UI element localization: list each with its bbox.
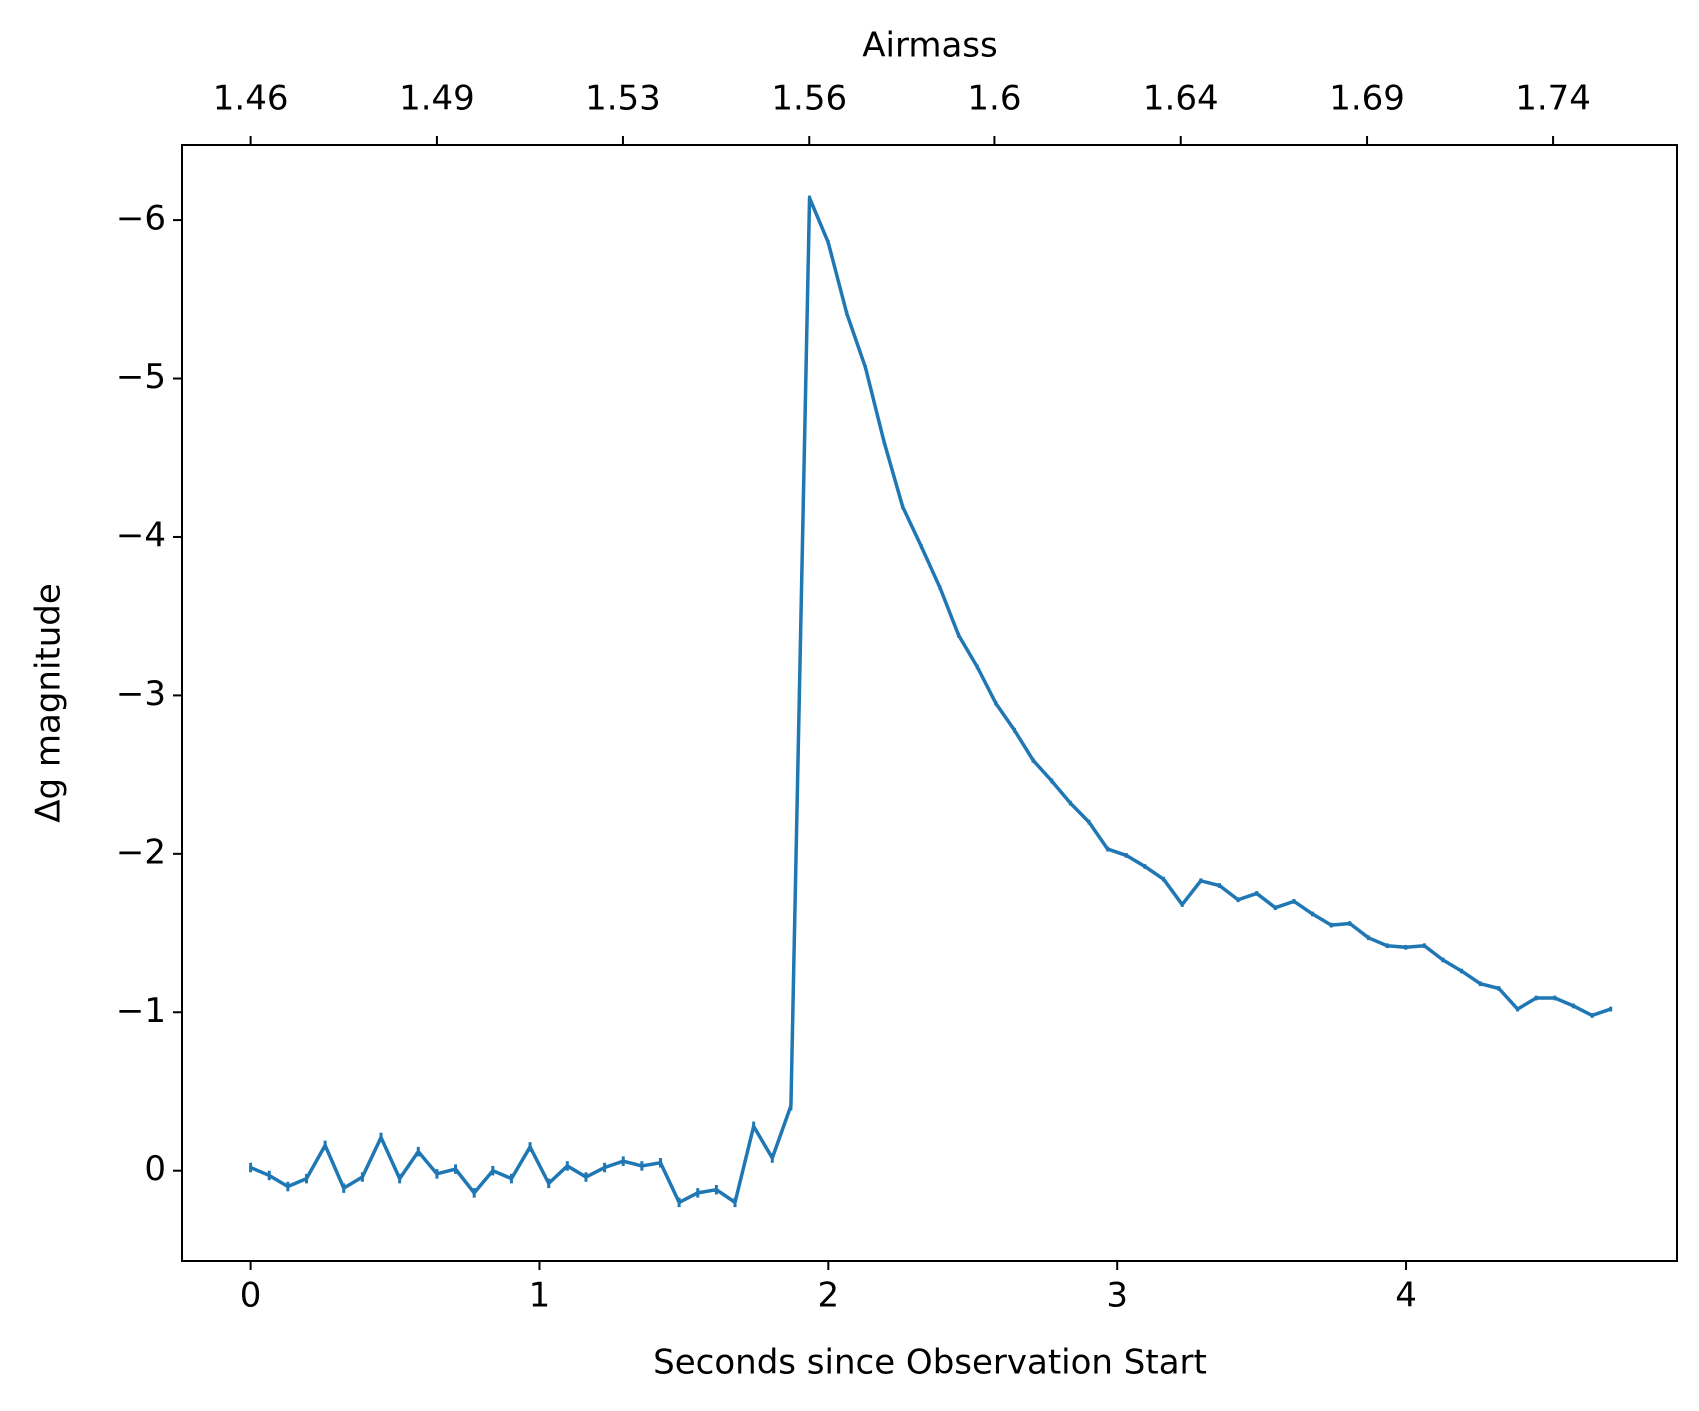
x-tick-label: 4 [1395,1276,1417,1316]
y-tick-label: −4 [116,515,166,555]
plot-frame [181,144,1678,1262]
y-axis-label: Δg magnitude [29,583,69,823]
x-axis-label: Seconds since Observation Start [653,1343,1207,1383]
y-tick-label: −5 [116,357,166,397]
x2-tick-label: 1.74 [1515,79,1591,119]
x2-tick-label: 1.46 [213,79,289,119]
x2-tick-label: 1.49 [399,79,475,119]
x2-tick-label: 1.6 [967,79,1021,119]
x2-tick-label: 1.53 [585,79,661,119]
x2-axis-label: Airmass [862,26,997,66]
y-tick-label: −1 [116,991,166,1031]
y-tick-label: −3 [116,674,166,714]
x-tick-label: 1 [529,1276,551,1316]
x2-tick-label: 1.64 [1143,79,1219,119]
x2-tick-label: 1.69 [1329,79,1405,119]
x2-tick-label: 1.56 [771,79,847,119]
y-tick-label: 0 [144,1149,166,1189]
x-tick-label: 0 [240,1276,262,1316]
x-tick-label: 3 [1106,1276,1128,1316]
x-tick-label: 2 [818,1276,840,1316]
data-line [249,196,1612,1205]
y-tick-label: −2 [116,832,166,872]
y-tick-label: −6 [116,199,166,239]
